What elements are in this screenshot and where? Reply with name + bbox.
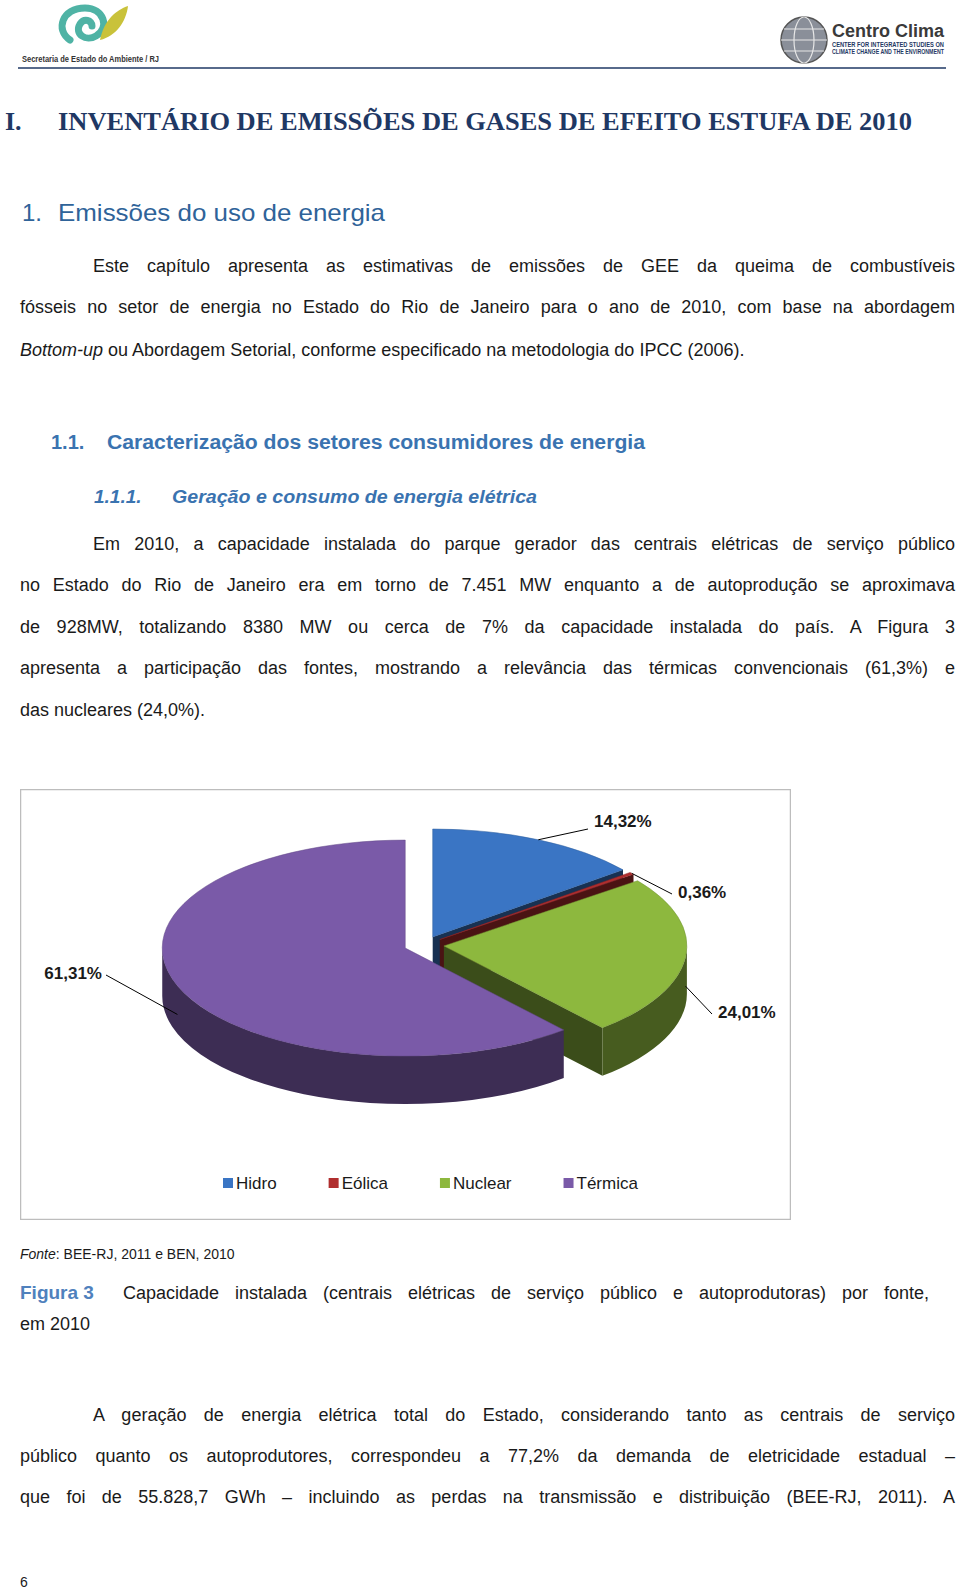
leader-line bbox=[632, 873, 672, 894]
header-rule bbox=[18, 67, 946, 69]
text-line: Bottom-up ou Abordagem Setorial, conform… bbox=[20, 337, 955, 363]
logo-globe-line bbox=[784, 29, 824, 30]
data-label: 24,01% bbox=[718, 1003, 776, 1022]
text-run: ou Abordagem Setorial, conforme especifi… bbox=[103, 340, 744, 360]
header: Secretaria de Estado do Ambiente / RJ Cen… bbox=[0, 0, 960, 75]
source-text: : BEE-RJ, 2011 e BEN, 2010 bbox=[56, 1246, 235, 1262]
pie bbox=[162, 829, 687, 1104]
slice bbox=[162, 840, 564, 1056]
text-line: que foi de 55.828,7 GWh – incluindo as p… bbox=[20, 1484, 955, 1510]
chart-frame bbox=[21, 790, 791, 1220]
leader-line bbox=[538, 829, 588, 840]
page-number: 6 bbox=[20, 1573, 28, 1590]
subsubsection-title: Geração e consumo de energia elétrica bbox=[172, 484, 537, 510]
chart: 14,32% 0,36% 24,01% 61,31% Hidro Eólica Nuclea… bbox=[20, 789, 791, 1220]
caption-label: Figura 3 bbox=[20, 1280, 94, 1306]
legend-label: Térmica bbox=[577, 1174, 639, 1193]
org-name: Secretaria de Estado do Ambiente / RJ bbox=[22, 54, 159, 64]
org-tagline: CLIMATE CHANGE AND THE ENVIRONMENT bbox=[832, 48, 944, 55]
title: INVENTÁRIO DE EMISSÕES DE GASES DE EFEIT… bbox=[58, 105, 912, 139]
title-number: I. bbox=[5, 105, 22, 139]
legend-swatch bbox=[329, 1178, 339, 1188]
legend-swatch bbox=[223, 1178, 233, 1188]
logo-globe-line bbox=[781, 39, 827, 40]
leader-line bbox=[686, 986, 712, 1014]
subsubsection-number: 1.1.1. bbox=[94, 484, 142, 510]
text-line: fósseis no setor de energia no Estado do… bbox=[20, 294, 955, 320]
logo-leaf bbox=[100, 6, 128, 40]
text-line: de 928MW, totalizando 8380 MW ou cerca d… bbox=[20, 614, 955, 640]
text-line: Este capítulo apresenta as estimativas d… bbox=[93, 253, 955, 279]
subsection-number: 1.1. bbox=[51, 428, 84, 456]
caption-line: em 2010 bbox=[20, 1311, 420, 1337]
source-label: Fonte bbox=[20, 1246, 56, 1262]
leader-line bbox=[106, 975, 177, 1014]
text-line: no Estado do Rio de Janeiro era em torno… bbox=[20, 572, 955, 598]
text-line: A geração de energia elétrica total do E… bbox=[93, 1402, 955, 1428]
text-line: apresenta a participação das fontes, mos… bbox=[20, 655, 955, 681]
data-label: 14,32% bbox=[594, 812, 652, 831]
legend-label: Nuclear bbox=[453, 1174, 512, 1193]
data-label: 0,36% bbox=[678, 883, 726, 902]
source: Fonte: BEE-RJ, 2011 e BEN, 2010 bbox=[20, 1244, 235, 1264]
logo-swirl bbox=[62, 8, 104, 40]
legend-swatch bbox=[440, 1178, 450, 1188]
legend-label: Eólica bbox=[342, 1174, 389, 1193]
legend-label: Hidro bbox=[236, 1174, 277, 1193]
text-line: Em 2010, a capacidade instalada do parqu… bbox=[93, 531, 955, 557]
text-run: Bottom-up bbox=[20, 340, 103, 360]
subsection-title: Caracterização dos setores consumidores … bbox=[107, 428, 645, 456]
logo-globe-line bbox=[784, 51, 824, 52]
logo-globe bbox=[781, 17, 827, 63]
caption-line: Capacidade instalada (centrais elétricas… bbox=[123, 1280, 929, 1306]
text-line: das nucleares (24,0%). bbox=[20, 697, 955, 723]
section-number: 1. bbox=[22, 197, 42, 229]
org-tagline: CENTER FOR INTEGRATED STUDIES ON bbox=[832, 41, 944, 48]
section-title: Emissões do uso de energia bbox=[58, 197, 385, 229]
legend-swatch bbox=[564, 1178, 574, 1188]
text-line: público quanto os autoprodutores, corres… bbox=[20, 1443, 955, 1469]
data-label: 61,31% bbox=[44, 964, 102, 983]
page: Secretaria de Estado do Ambiente / RJ Cen… bbox=[0, 0, 960, 1590]
org-name: Centro Clima bbox=[832, 21, 945, 41]
